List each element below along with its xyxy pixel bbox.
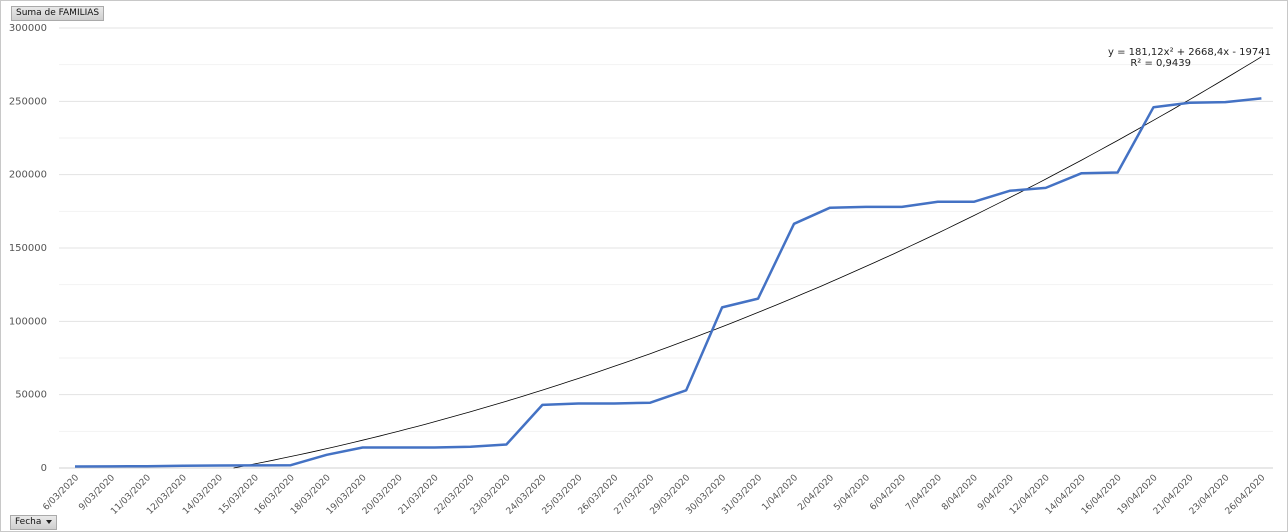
values-field-label: Suma de FAMILIAS — [16, 8, 100, 18]
values-field-button[interactable]: Suma de FAMILIAS — [11, 6, 105, 21]
y-tick-label: 100000 — [9, 316, 47, 327]
axis-field-label: Fecha — [15, 517, 42, 527]
x-tick-label: 6/04/2020 — [868, 473, 908, 513]
y-tick-label: 0 — [41, 463, 47, 474]
trendline — [233, 56, 1262, 469]
series-line — [74, 97, 1262, 468]
x-tick-label: 2/04/2020 — [796, 473, 836, 513]
x-tick-label: 1/04/2020 — [760, 473, 800, 513]
trendline-r-squared: R² = 0,9439 — [1130, 58, 1191, 69]
x-tick-label: 6/03/2020 — [41, 473, 81, 513]
trendline-equation: y = 181,12x² + 2668,4x - 19741 — [1108, 47, 1271, 58]
y-tick-label: 50000 — [15, 390, 47, 401]
y-tick-label: 200000 — [9, 170, 47, 181]
y-tick-label: 150000 — [9, 243, 47, 254]
y-tick-label: 250000 — [9, 96, 47, 107]
x-tick-label: 8/04/2020 — [940, 473, 980, 513]
dropdown-arrow-icon — [46, 519, 53, 524]
x-tick-label: 5/04/2020 — [832, 473, 872, 513]
axis-field-button[interactable]: Fecha — [10, 515, 58, 530]
y-tick-label: 300000 — [9, 23, 47, 34]
x-tick-label: 7/04/2020 — [904, 473, 944, 513]
